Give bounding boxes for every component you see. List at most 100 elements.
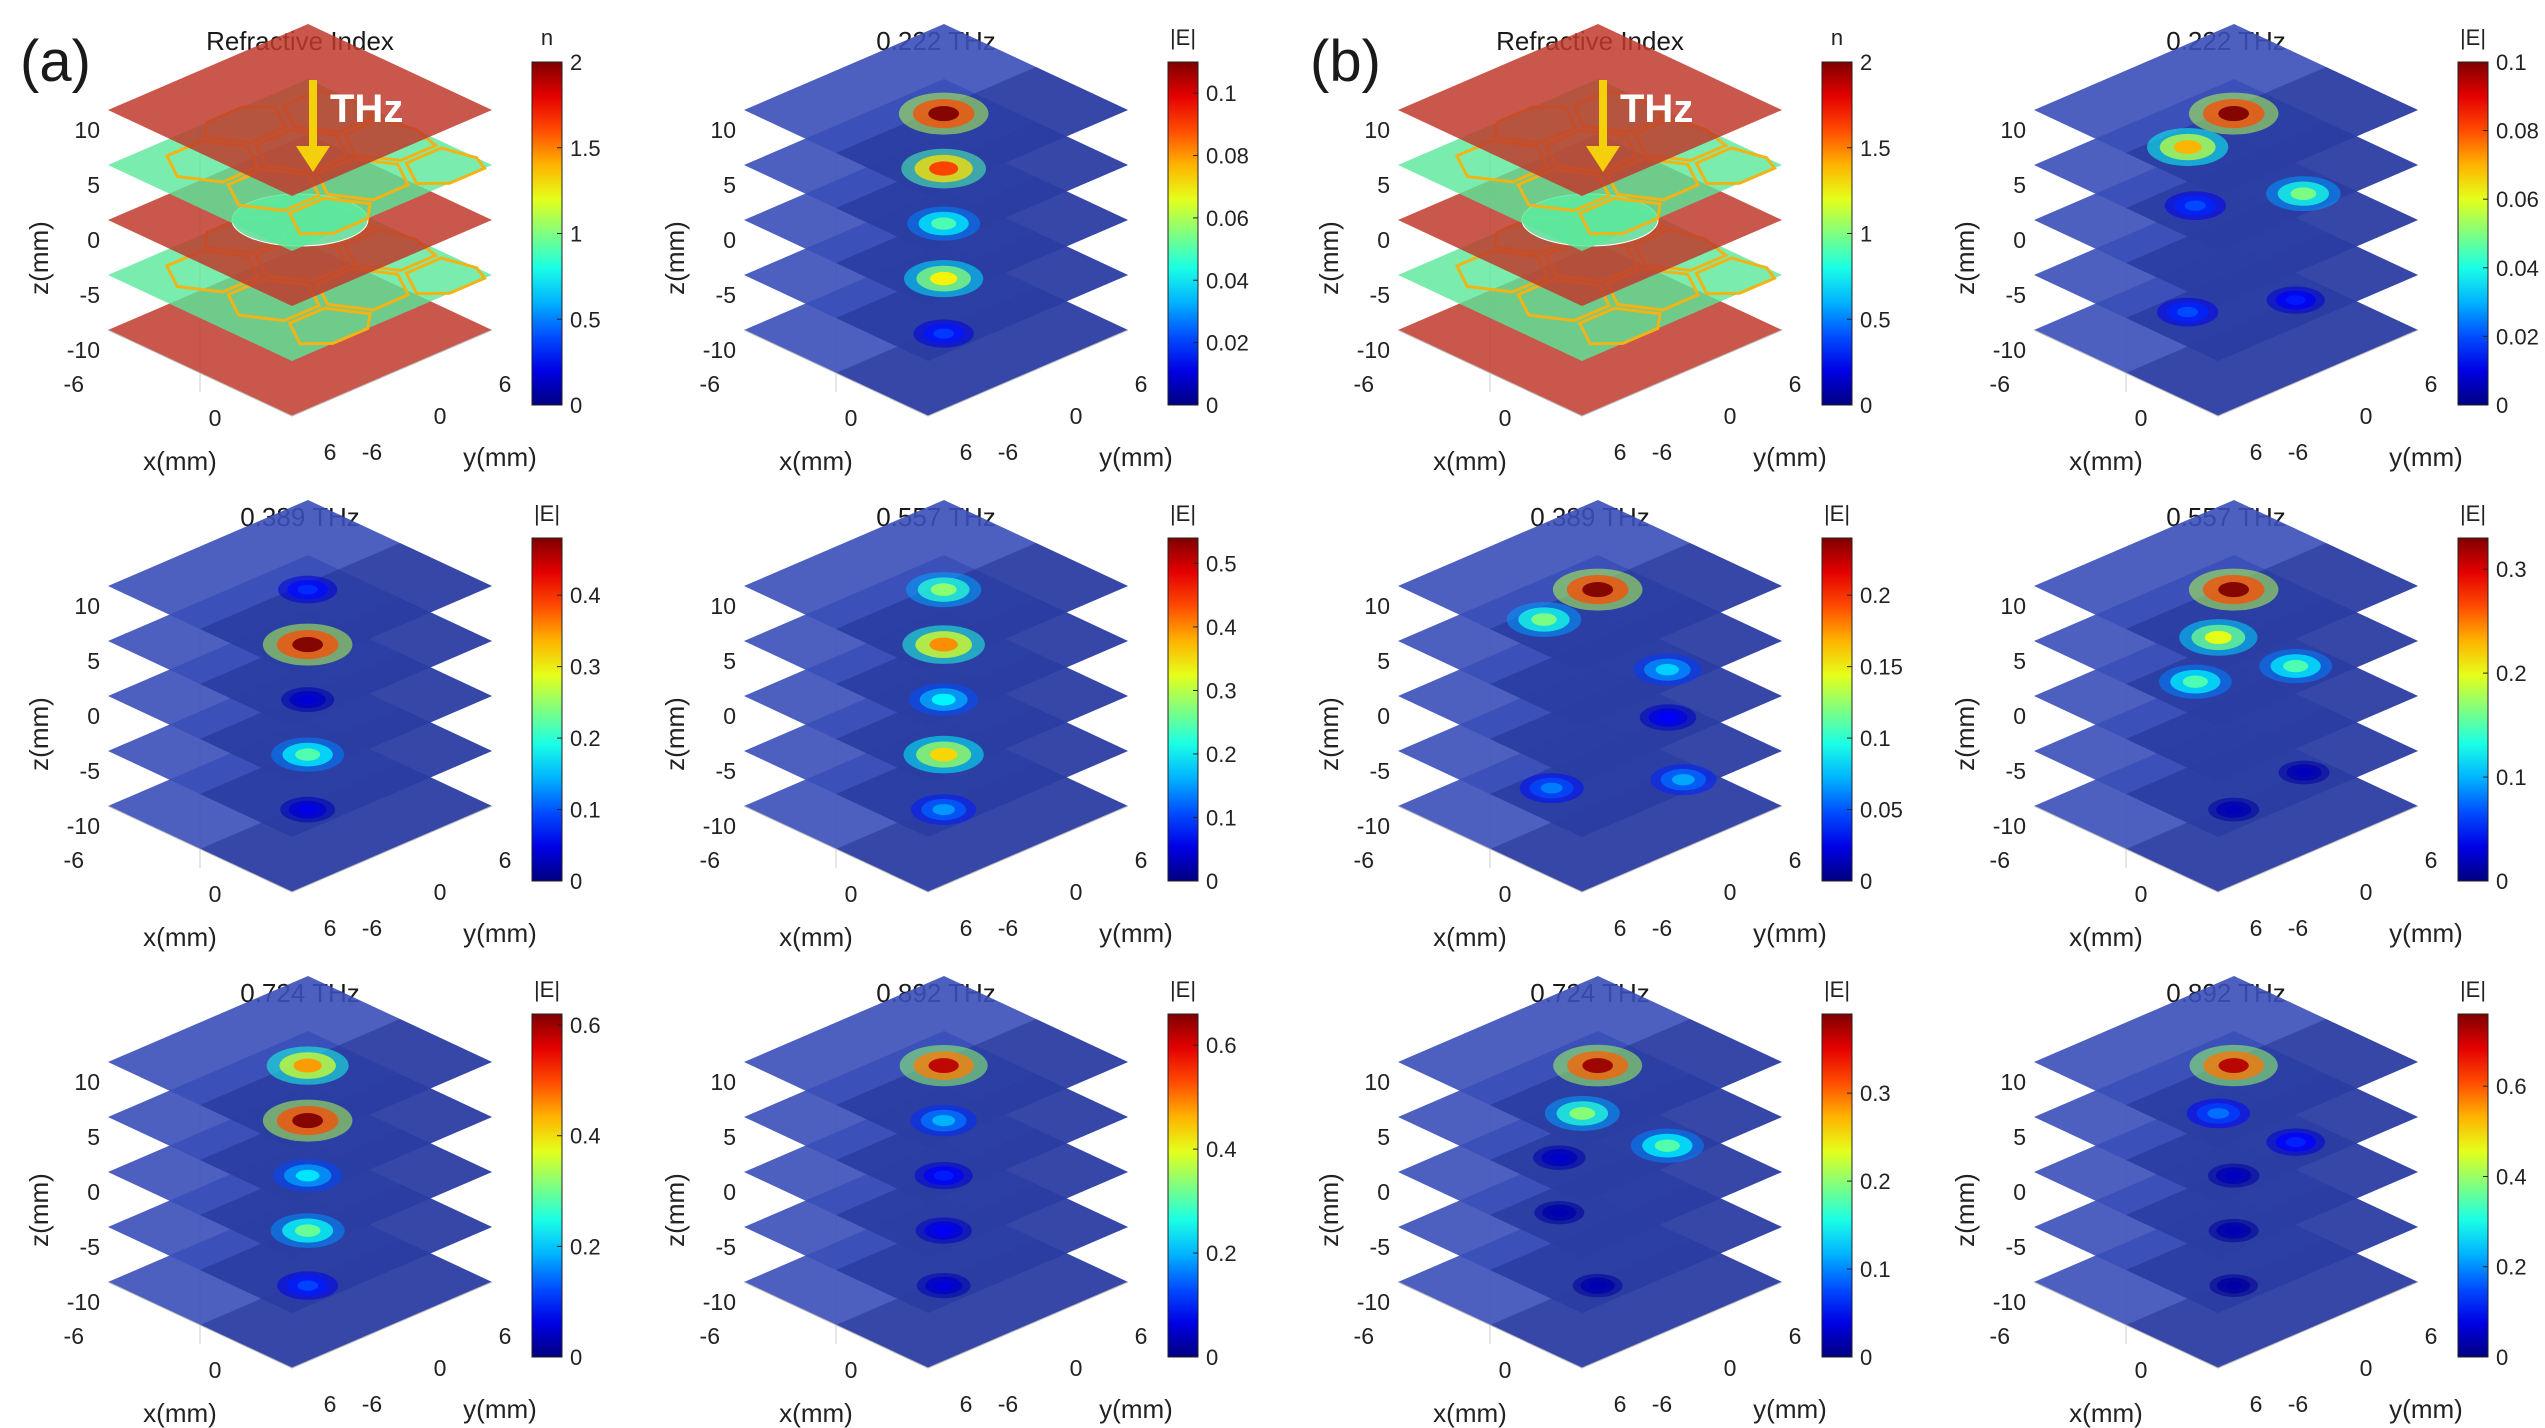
field-hotspot <box>914 1161 973 1190</box>
chart-a-892: 0.892 THz1050-5-10z(mm)-606-606x(mm)y(mm… <box>660 976 1237 1428</box>
z-tick-label: 10 <box>1364 117 1390 143</box>
x-tick-label: 6 <box>1614 439 1627 465</box>
z-axis-label: z(mm) <box>660 697 690 771</box>
colorbar-tick-label: 0.2 <box>570 726 601 751</box>
y-tick-label: -6 <box>362 439 382 465</box>
z-tick-label: 0 <box>2013 227 2026 253</box>
chart-b-892: 0.892 THz1050-5-10z(mm)-606-606x(mm)y(mm… <box>1950 976 2527 1428</box>
x-tick-label: -6 <box>1354 1323 1374 1349</box>
z-tick-label: -5 <box>1370 758 1390 784</box>
chart-b-222: 0.222 THz1050-5-10z(mm)-606-606x(mm)y(mm… <box>1950 24 2539 476</box>
z-tick-label: -5 <box>80 1234 100 1260</box>
colorbar-tick-label: 2 <box>570 50 582 75</box>
z-tick-label: 0 <box>2013 1179 2026 1205</box>
y-axis-label: y(mm) <box>2389 918 2463 948</box>
x-tick-label: 0 <box>845 1357 858 1383</box>
colorbar-tick-label: 0.4 <box>1206 615 1237 640</box>
x-tick-label: 0 <box>1499 1357 1512 1383</box>
colorbar-label: |E| <box>1824 977 1850 1002</box>
colorbar-label: |E| <box>2460 501 2486 526</box>
field-hotspot <box>1506 602 1582 637</box>
z-tick-label: 5 <box>1377 1124 1390 1150</box>
field-hotspot <box>270 1213 345 1248</box>
field-hotspot <box>908 683 979 716</box>
field-hotspot <box>899 1044 988 1087</box>
field-hotspot <box>262 1099 353 1142</box>
y-axis-line <box>291 805 493 893</box>
x-axis-label: x(mm) <box>779 1398 853 1428</box>
x-tick-label: 6 <box>324 1391 337 1417</box>
x-axis-label: x(mm) <box>1433 446 1507 476</box>
panel-a-389: 0.389 THz1050-5-10z(mm)-606-606x(mm)y(mm… <box>0 476 636 952</box>
panel-a-ri: Refractive Index1050-5-10z(mm)THz-606-60… <box>0 0 636 476</box>
y-tick-label: 0 <box>2360 403 2373 429</box>
x-axis-line <box>2033 329 2219 417</box>
chart-a-724: 0.724 THz1050-5-10z(mm)-606-606x(mm)y(mm… <box>24 976 601 1428</box>
y-tick-label: 0 <box>1724 1355 1737 1381</box>
y-axis-line <box>2217 805 2419 893</box>
thz-arrow <box>1586 80 1620 172</box>
x-tick-label: 0 <box>845 405 858 431</box>
colorbar-tick-label: 0 <box>570 393 582 418</box>
x-axis-line <box>1397 805 1583 893</box>
z-tick-label: -5 <box>716 758 736 784</box>
panel-a-222: 0.222 THz1050-5-10z(mm)-606-606x(mm)y(mm… <box>636 0 1272 476</box>
x-tick-label: 6 <box>960 1391 973 1417</box>
z-axis-label: z(mm) <box>24 221 54 295</box>
z-axis-label: z(mm) <box>24 1173 54 1247</box>
x-tick-label: -6 <box>64 847 84 873</box>
z-axis-label: z(mm) <box>1950 221 1980 295</box>
colorbar-tick-label: 0.4 <box>1206 1137 1237 1162</box>
chart-b-ri: Refractive Index1050-5-10z(mm)THz-606-60… <box>1314 24 1891 476</box>
thz-label: THz <box>330 87 403 131</box>
y-tick-label: -6 <box>998 915 1018 941</box>
z-tick-label: 0 <box>2013 703 2026 729</box>
y-tick-label: -6 <box>1652 915 1672 941</box>
z-tick-label: -5 <box>716 282 736 308</box>
x-tick-label: 0 <box>209 881 222 907</box>
colorbar-tick-label: 0.04 <box>1206 268 1249 293</box>
field-hotspot <box>913 319 974 348</box>
x-tick-label: 0 <box>2135 405 2148 431</box>
field-hotspot <box>2188 92 2279 135</box>
y-tick-label: 6 <box>499 1323 512 1349</box>
y-tick-label: 6 <box>2425 371 2438 397</box>
thz-label: THz <box>1620 87 1693 131</box>
y-axis-line <box>2217 329 2419 417</box>
field-hotspot <box>1650 764 1717 796</box>
field-hotspot <box>2266 176 2341 212</box>
field-hotspot <box>907 206 981 241</box>
field-hotspot <box>1572 1273 1623 1298</box>
panel-b-892: 0.892 THz1050-5-10z(mm)-606-606x(mm)y(mm… <box>1926 952 2545 1428</box>
panel-b-ri: Refractive Index1050-5-10z(mm)THz-606-60… <box>1290 0 1926 476</box>
z-tick-label: -10 <box>1993 337 2026 363</box>
colorbar-label: |E| <box>2460 977 2486 1002</box>
z-tick-label: -10 <box>703 337 736 363</box>
y-axis-label: y(mm) <box>1099 918 1173 948</box>
x-tick-label: -6 <box>1354 371 1374 397</box>
colorbar-tick-label: 0.06 <box>1206 206 1249 231</box>
y-tick-label: 6 <box>1135 371 1148 397</box>
panel-b-557: 0.557 THz1050-5-10z(mm)-606-606x(mm)y(mm… <box>1926 476 2545 952</box>
y-axis-line <box>291 329 493 417</box>
x-tick-label: -6 <box>700 1323 720 1349</box>
panel-a-557: 0.557 THz1050-5-10z(mm)-606-606x(mm)y(mm… <box>636 476 1272 952</box>
field-hotspot <box>2186 1098 2250 1129</box>
y-tick-label: 6 <box>1135 1323 1148 1349</box>
field-hotspot <box>916 1272 971 1299</box>
z-tick-label: 5 <box>2013 172 2026 198</box>
y-tick-label: -6 <box>1652 1391 1672 1417</box>
colorbar-label: |E| <box>534 977 560 1002</box>
z-tick-label: 5 <box>87 1124 100 1150</box>
z-tick-label: 5 <box>1377 172 1390 198</box>
y-tick-label: -6 <box>2288 915 2308 941</box>
panel-b-389: 0.389 THz1050-5-10z(mm)-606-606x(mm)y(mm… <box>1290 476 1926 952</box>
colorbar-tick-label: 0 <box>1206 393 1218 418</box>
y-tick-label: -6 <box>998 439 1018 465</box>
z-tick-label: 0 <box>87 1179 100 1205</box>
x-axis-line <box>2033 1281 2219 1369</box>
x-axis-label: x(mm) <box>2069 446 2143 476</box>
colorbar-tick-label: 0 <box>2496 1345 2508 1370</box>
y-axis-label: y(mm) <box>463 918 537 948</box>
y-axis-label: y(mm) <box>1099 442 1173 472</box>
